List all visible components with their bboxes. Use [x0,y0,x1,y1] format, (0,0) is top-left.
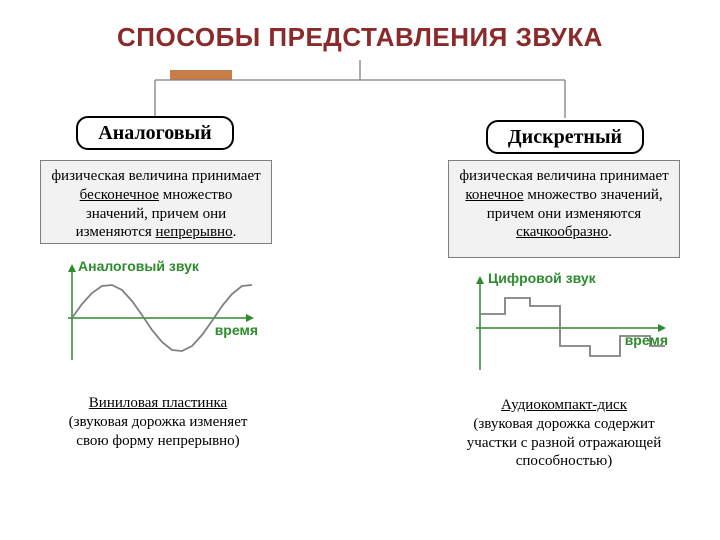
underline-word: конечное [465,187,523,203]
discrete-graph-title: Цифровой звук [488,270,596,286]
text: . [233,224,237,240]
analog-label: Аналоговый [76,116,234,150]
accent-bar [170,70,232,80]
discrete-graph: Цифровой звук время [462,270,672,380]
discrete-description: физическая величина принимает конечное м… [448,160,680,258]
discrete-graph-svg [462,270,672,380]
analog-example-body: (звуковая дорожка изменяет свою форму не… [69,414,248,449]
underline-word: непрерывно [156,224,233,240]
underline-word: скачкообразно [516,224,608,240]
underline-word: бесконечное [80,187,159,203]
analog-graph: Аналоговый звук время [58,258,258,368]
analog-graph-title: Аналоговый звук [78,258,199,274]
slide-title: СПОСОБЫ ПРЕДСТАВЛЕНИЯ ЗВУКА [0,22,720,53]
analog-graph-svg [58,258,258,368]
analog-description: физическая величина принимает бесконечно… [40,160,272,244]
discrete-label: Дискретный [486,120,644,154]
discrete-example-body: (звуковая дорожка содержит участки с раз… [467,416,661,470]
analog-example: Виниловая пластинка (звуковая дорожка из… [52,390,264,454]
analog-graph-xlabel: время [215,322,258,338]
discrete-graph-xlabel: время [625,332,668,348]
analog-example-head: Виниловая пластинка [58,394,258,413]
text: . [608,224,612,240]
text: физическая величина принимает [51,168,260,184]
text: физическая величина принимает [459,168,668,184]
discrete-example-head: Аудиокомпакт-диск [454,396,674,415]
discrete-example: Аудиокомпакт-диск (звуковая дорожка соде… [448,392,680,475]
